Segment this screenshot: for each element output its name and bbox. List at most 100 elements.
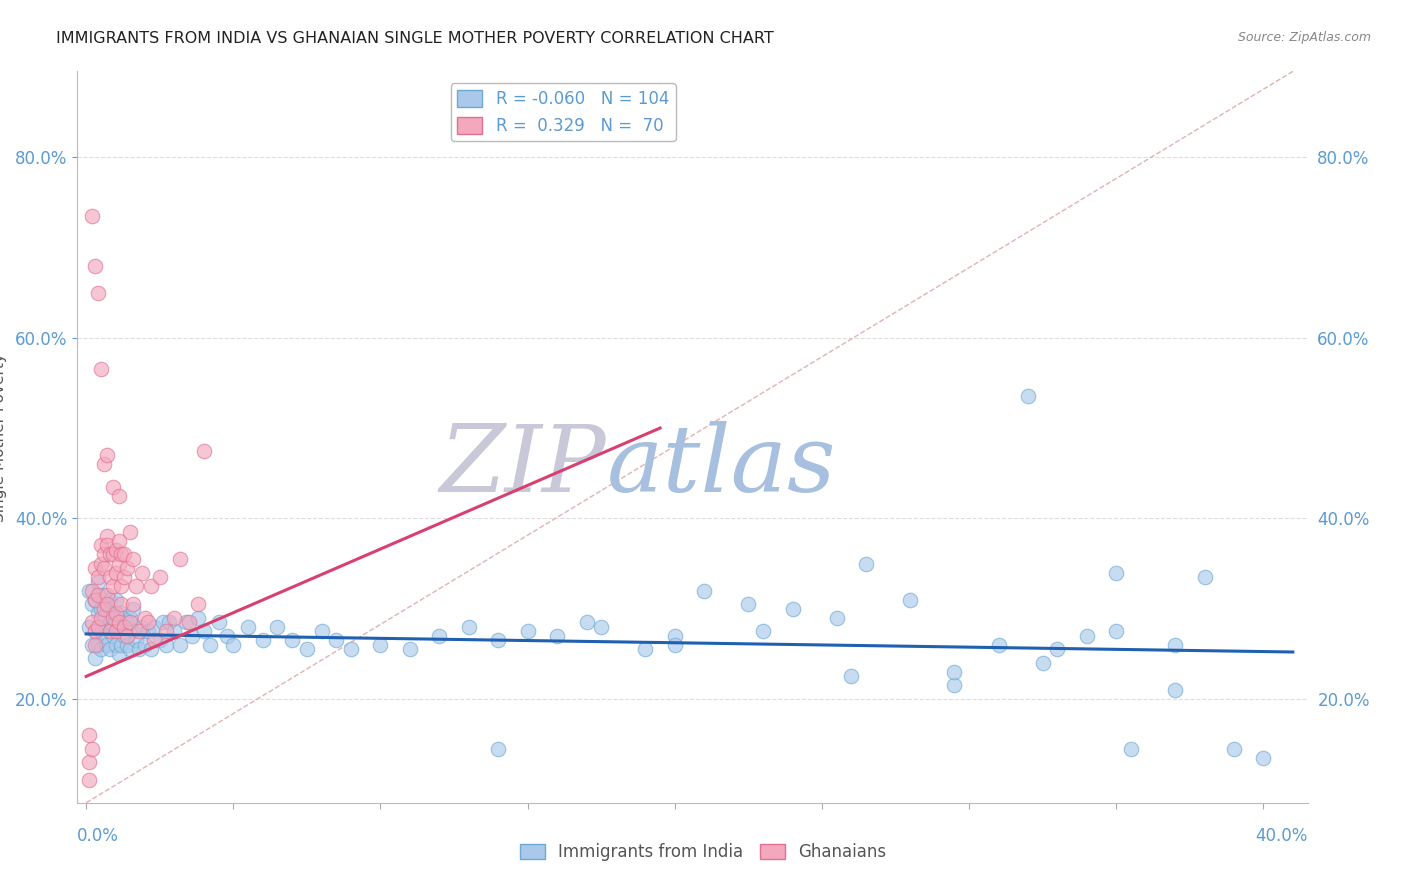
Point [90, 624, 112, 639]
Point [207, 615, 229, 630]
Point [122, 552, 145, 566]
Point [84, 651, 107, 665]
Point [163, 624, 186, 639]
Point [152, 615, 174, 630]
Point [96, 538, 118, 552]
Point [131, 620, 153, 634]
Point [98, 570, 121, 584]
Point [101, 480, 124, 494]
Point [841, 669, 863, 683]
Point [634, 642, 657, 657]
Point [80, 615, 103, 630]
Point [96, 638, 118, 652]
Point [101, 579, 124, 593]
Point [84, 624, 107, 639]
Point [93, 548, 115, 562]
Point [266, 620, 288, 634]
Point [84, 259, 107, 273]
Point [110, 579, 132, 593]
Point [107, 557, 129, 571]
Point [457, 620, 479, 634]
Point [104, 543, 127, 558]
Point [252, 633, 274, 648]
Point [87, 620, 110, 634]
Point [546, 629, 568, 643]
Point [222, 638, 245, 652]
Point [120, 524, 142, 539]
Point [516, 624, 538, 639]
Point [737, 597, 759, 611]
Point [169, 638, 191, 652]
Point [131, 566, 153, 580]
Point [236, 620, 259, 634]
Point [782, 601, 804, 615]
Point [128, 642, 150, 657]
Point [90, 601, 112, 615]
Point [664, 629, 686, 643]
Point [101, 610, 124, 624]
Point [101, 548, 124, 562]
Point [87, 574, 110, 589]
Point [104, 606, 127, 620]
Text: 40.0%: 40.0% [1256, 827, 1308, 845]
Point [311, 624, 333, 639]
Point [486, 633, 509, 648]
Point [117, 615, 139, 630]
Point [110, 606, 132, 620]
Point [169, 552, 191, 566]
Point [101, 606, 124, 620]
Point [134, 610, 156, 624]
Point [187, 610, 209, 624]
Point [110, 548, 132, 562]
Point [142, 620, 165, 634]
Point [107, 533, 129, 548]
Point [898, 592, 921, 607]
Text: Source: ZipAtlas.com: Source: ZipAtlas.com [1237, 31, 1371, 45]
Point [1119, 741, 1142, 756]
Point [93, 601, 115, 615]
Point [1017, 389, 1039, 403]
Point [217, 629, 239, 643]
Point [84, 592, 107, 607]
Point [1076, 629, 1098, 643]
Point [112, 610, 135, 624]
Point [90, 557, 112, 571]
Point [174, 615, 197, 630]
Point [179, 615, 201, 630]
Point [825, 610, 848, 624]
Point [112, 620, 135, 634]
Point [193, 443, 215, 458]
Point [1194, 570, 1216, 584]
Point [104, 638, 127, 652]
Point [139, 642, 162, 657]
Point [84, 624, 107, 639]
Point [399, 642, 422, 657]
Point [187, 597, 209, 611]
Point [96, 529, 118, 543]
Point [104, 615, 127, 630]
Point [110, 597, 132, 611]
Point [427, 629, 450, 643]
Point [93, 588, 115, 602]
Point [139, 579, 162, 593]
Point [117, 629, 139, 643]
Point [90, 610, 112, 624]
Point [370, 638, 392, 652]
Point [77, 728, 100, 742]
Point [107, 647, 129, 661]
Y-axis label: Single Mother Poverty: Single Mother Poverty [0, 352, 7, 522]
Point [77, 755, 100, 769]
Point [120, 615, 142, 630]
Point [340, 642, 363, 657]
Point [325, 633, 347, 648]
Point [93, 629, 115, 643]
Point [198, 638, 221, 652]
Point [77, 620, 100, 634]
Point [107, 615, 129, 630]
Point [104, 566, 127, 580]
Point [93, 457, 115, 471]
Point [96, 597, 118, 611]
Point [98, 592, 121, 607]
Point [664, 638, 686, 652]
Text: IMMIGRANTS FROM INDIA VS GHANAIAN SINGLE MOTHER POVERTY CORRELATION CHART: IMMIGRANTS FROM INDIA VS GHANAIAN SINGLE… [56, 31, 773, 46]
